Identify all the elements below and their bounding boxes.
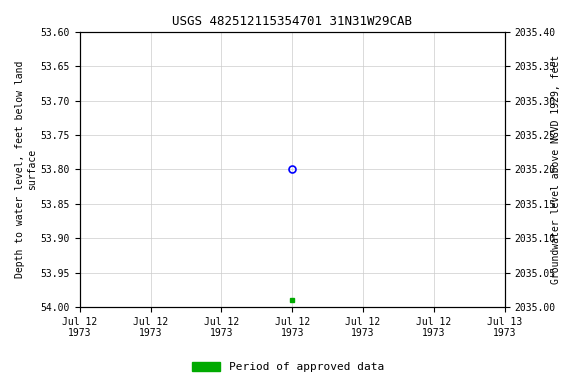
- Y-axis label: Depth to water level, feet below land
surface: Depth to water level, feet below land su…: [15, 61, 37, 278]
- Title: USGS 482512115354701 31N31W29CAB: USGS 482512115354701 31N31W29CAB: [172, 15, 412, 28]
- Y-axis label: Groundwater level above NGVD 1929, feet: Groundwater level above NGVD 1929, feet: [551, 55, 561, 284]
- Legend: Period of approved data: Period of approved data: [188, 357, 388, 377]
